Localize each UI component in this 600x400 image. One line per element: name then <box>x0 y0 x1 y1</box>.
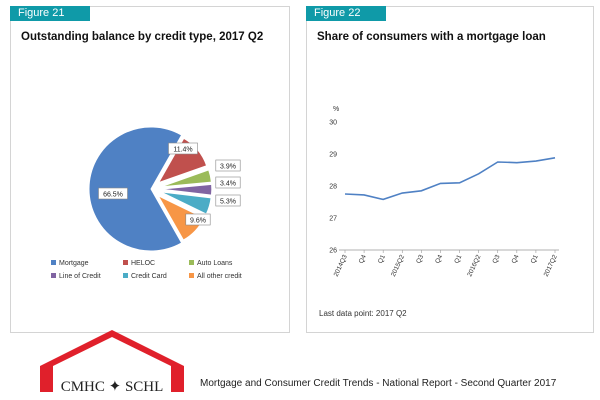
logo-right-wall <box>171 366 184 392</box>
pie-slice-mortgage <box>88 126 183 252</box>
x-tick-label: Q4 <box>434 254 444 265</box>
y-tick-label: 27 <box>329 216 337 223</box>
x-tick-label: Q3 <box>415 254 425 265</box>
figure-21-label: Figure 21 <box>10 6 91 21</box>
x-tick-label: Q1 <box>453 254 463 265</box>
x-tick-label: Q3 <box>492 254 502 265</box>
data-label-box <box>185 213 211 226</box>
data-label: 5.3% <box>220 199 236 206</box>
y-axis-label: % <box>333 106 339 113</box>
y-tick-label: 29 <box>329 152 337 159</box>
legend-swatch <box>51 260 56 265</box>
x-tick-label: Q4 <box>511 254 521 265</box>
legend-entry: HELOC <box>131 260 155 267</box>
last-data-point-note: Last data point: 2017 Q2 <box>319 309 407 318</box>
legend-entry: All other credit <box>197 273 242 280</box>
report-title: Mortgage and Consumer Credit Trends - Na… <box>200 378 557 389</box>
data-label: 9.6% <box>190 218 206 225</box>
logo-left-wall <box>40 366 53 392</box>
legend-swatch <box>189 260 194 265</box>
legend-swatch <box>123 273 128 278</box>
figure-22-panel: Figure 22 Share of consumers with a mort… <box>306 6 594 333</box>
legend-swatch <box>189 273 194 278</box>
figure-21-panel: Figure 21 Outstanding balance by credit … <box>10 6 290 333</box>
y-tick-label: 26 <box>329 248 337 255</box>
data-label-box <box>168 142 198 155</box>
legend-swatch <box>51 273 56 278</box>
data-label: 3.4% <box>220 181 236 188</box>
pie-slice-auto-loans <box>160 169 212 188</box>
data-label-box <box>215 159 241 172</box>
x-tick-label: Q1 <box>530 254 540 265</box>
logo-roof-icon <box>40 330 184 366</box>
y-tick-label: 28 <box>329 184 337 191</box>
data-label: 11.4% <box>173 147 192 154</box>
logo-text: CMHC ✦ SCHL <box>61 379 164 395</box>
legend-entry: Line of Credit <box>59 273 101 280</box>
data-label-box <box>215 176 241 189</box>
legend-entry: Mortgage <box>59 260 89 267</box>
figure-22-title: Share of consumers with a mortgage loan <box>317 31 546 43</box>
legend-entry: Credit Card <box>131 273 167 280</box>
legend-swatch <box>123 260 128 265</box>
data-label: 3.9% <box>220 164 236 171</box>
figure-21-title: Outstanding balance by credit type, 2017… <box>21 31 264 43</box>
x-tick-label: Q4 <box>358 254 368 265</box>
data-label-box <box>98 187 128 200</box>
pie-chart: 66.5% 11.4% 3.9% 3.4% 5.3% 9.6% Mortgage HELOC A… <box>51 126 242 280</box>
x-tick-label: Q1 <box>377 254 387 265</box>
legend-entry: Auto Loans <box>197 260 233 267</box>
y-tick-label: 30 <box>329 120 337 127</box>
series-line <box>344 157 556 201</box>
pie-slice-line-of-credit <box>160 183 213 196</box>
figure-22-label: Figure 22 <box>306 6 387 21</box>
data-label-box <box>215 194 241 207</box>
data-label: 66.5% <box>103 192 123 199</box>
